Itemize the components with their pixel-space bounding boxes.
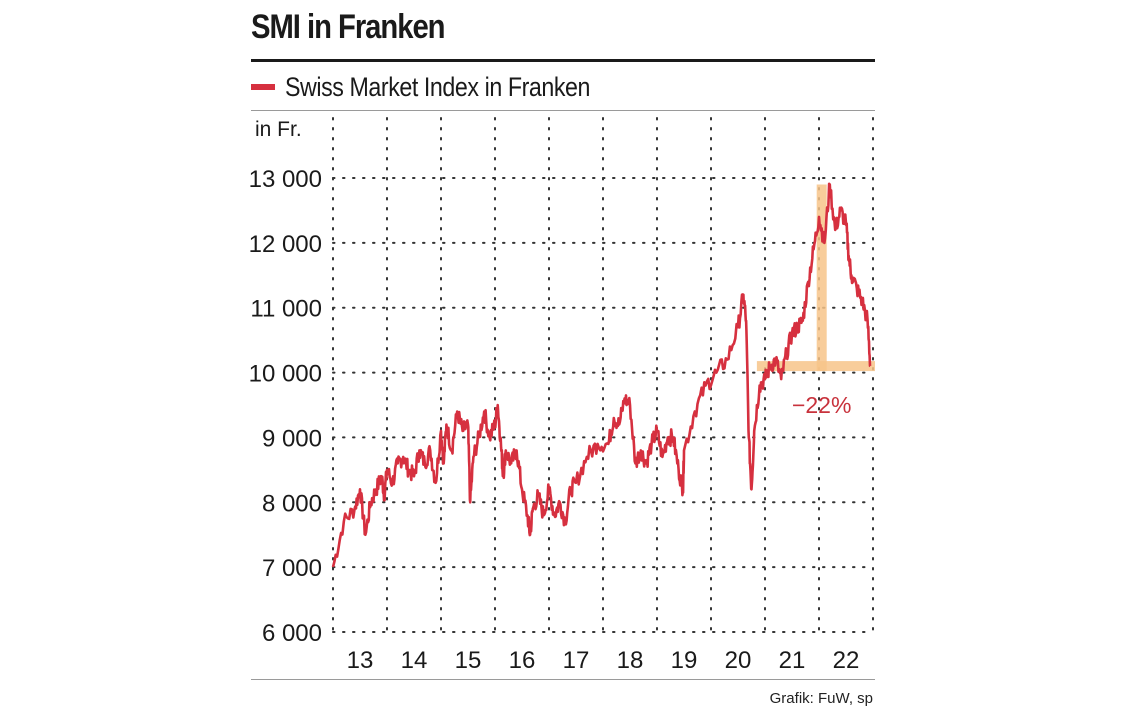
- x-tick-label: 14: [401, 647, 428, 674]
- series-line: [331, 182, 872, 568]
- x-tick-label: 19: [671, 647, 698, 674]
- y-tick-label: 9 000: [262, 425, 322, 452]
- y-tick-label: 13 000: [249, 166, 322, 193]
- y-tick-label: 7 000: [262, 555, 322, 582]
- legend-label: Swiss Market Index in Franken: [285, 71, 590, 102]
- x-tick-label: 21: [779, 647, 806, 674]
- y-tick-label: 8 000: [262, 490, 322, 517]
- y-axis-label: in Fr.: [255, 118, 302, 141]
- x-tick-label: 20: [725, 647, 752, 674]
- chart-title: SMI in Franken: [251, 8, 446, 46]
- legend: Swiss Market Index in Franken: [251, 72, 640, 102]
- drawdown-horizontal-band: [756, 361, 875, 372]
- source-credit: Grafik: FuW, sp: [769, 690, 873, 707]
- y-tick-label: 12 000: [249, 231, 322, 258]
- drawdown-vertical-band: [816, 184, 827, 372]
- legend-rule: [251, 110, 875, 111]
- x-tick-label: 13: [347, 647, 374, 674]
- x-tick-label: 16: [509, 647, 536, 674]
- drawdown-annotation: −22%: [792, 392, 851, 418]
- x-tick-label: 18: [617, 647, 644, 674]
- legend-swatch: [251, 84, 275, 90]
- title-rule: [251, 59, 875, 62]
- x-tick-label: 22: [833, 647, 860, 674]
- x-tick-label: 17: [563, 647, 590, 674]
- bottom-rule: [251, 679, 875, 680]
- y-tick-label: 11 000: [250, 296, 322, 323]
- y-tick-label: 6 000: [262, 620, 322, 647]
- y-tick-label: 10 000: [249, 361, 322, 388]
- x-tick-label: 15: [455, 647, 482, 674]
